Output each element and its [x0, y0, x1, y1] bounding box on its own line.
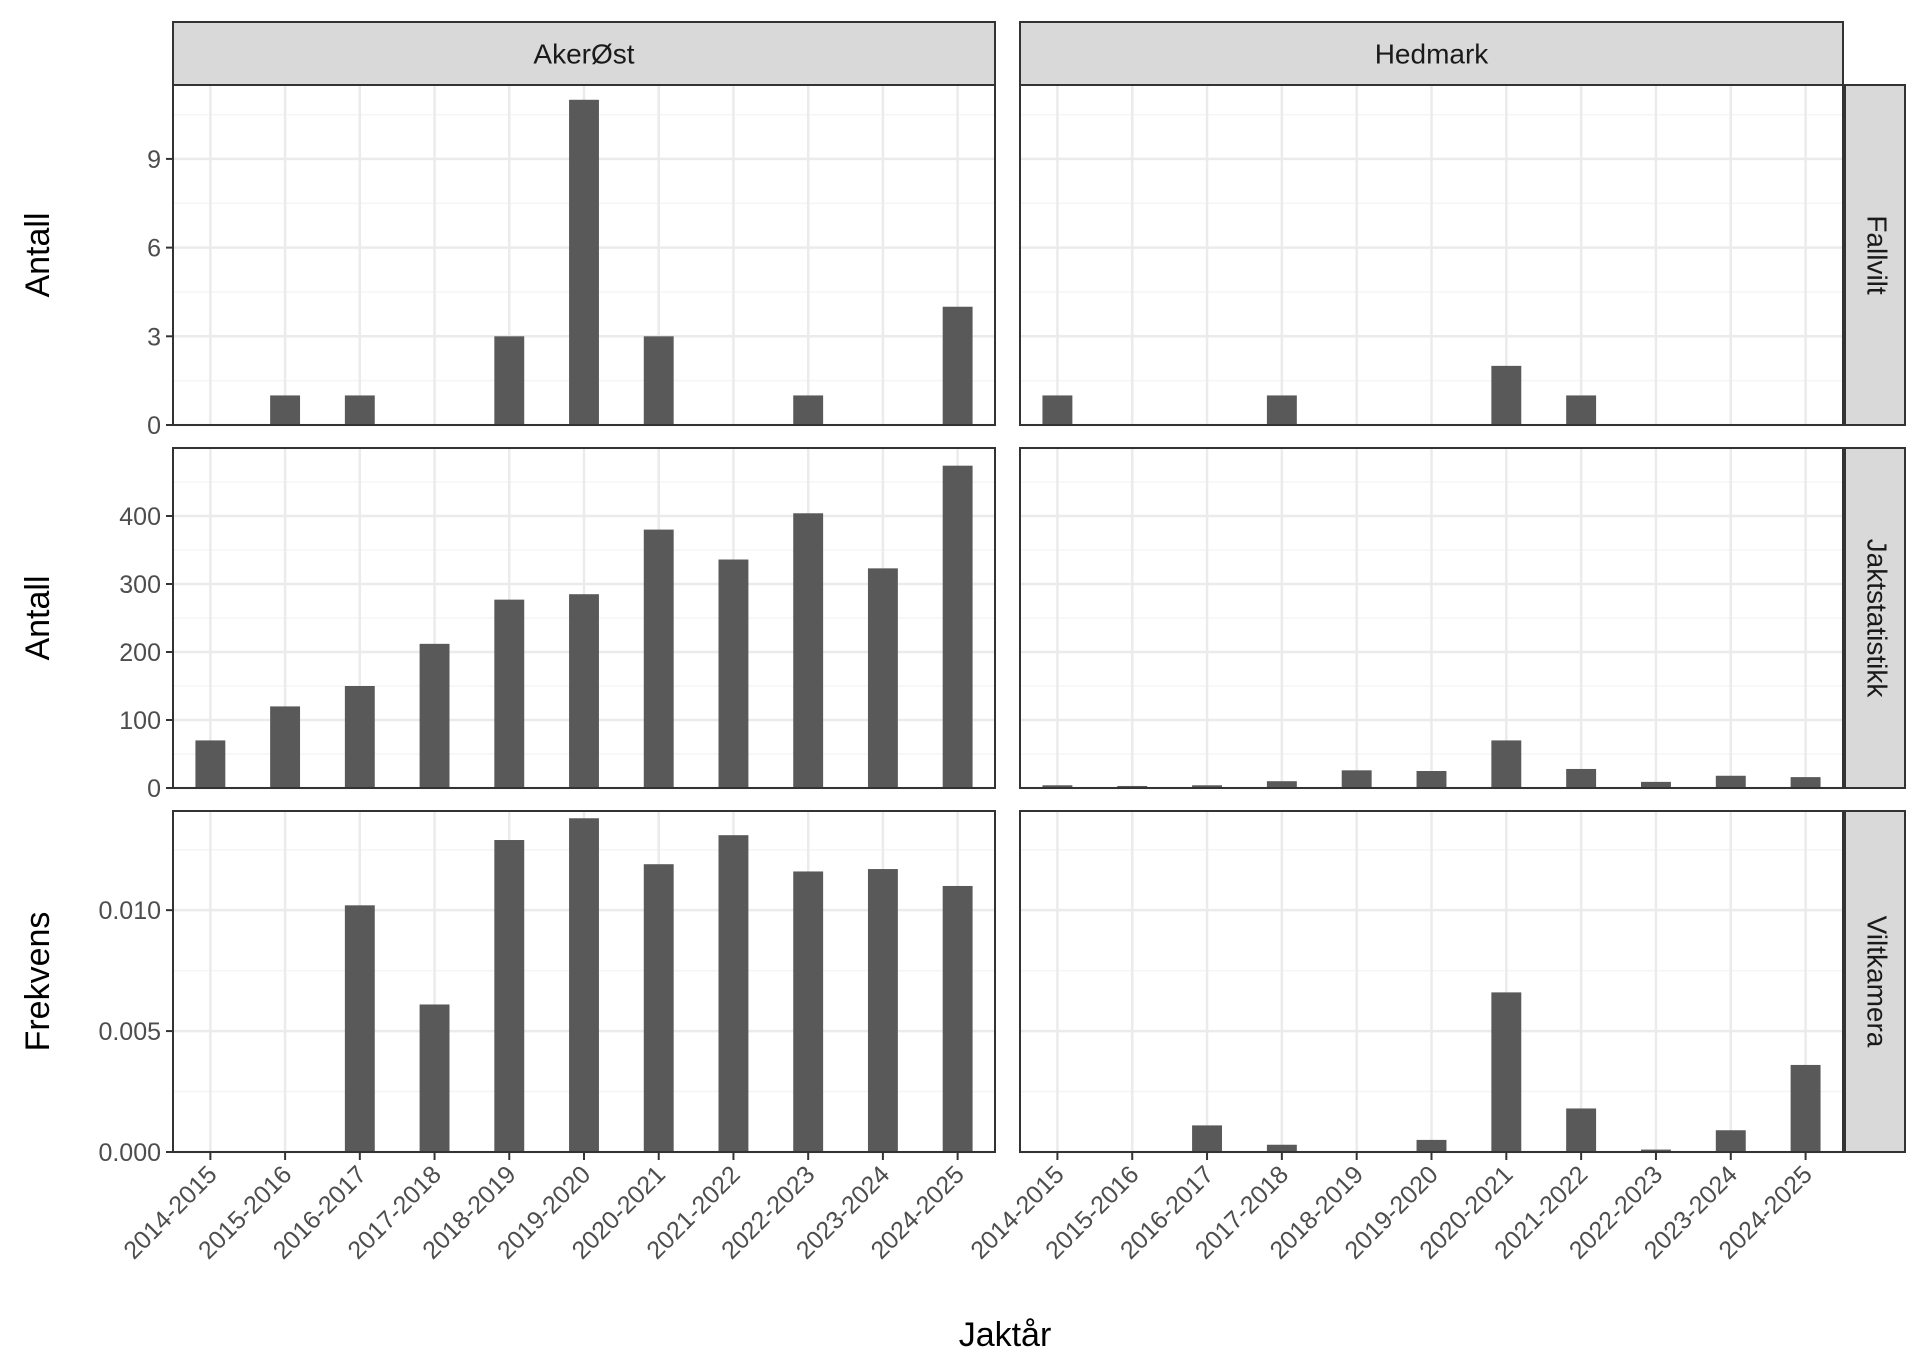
row-strip-2: [1844, 810, 1906, 1153]
row-strip-label-2: Viltkamera: [1862, 916, 1893, 1048]
panel-1-0: [172, 447, 996, 790]
bar-0-0-1: [270, 395, 301, 425]
y-tick-label-2-0: 0.000: [98, 1139, 161, 1167]
panels-layer: AkerØst Hedmark Fallvilt Antall 0 3 6 9 Jaktstat…: [19, 21, 1906, 1265]
bar-1-1-2: [1192, 785, 1223, 788]
bar-0-0-10: [942, 306, 973, 425]
bar-1-1-10: [1790, 777, 1821, 788]
y-tick-label-1-2: 200: [119, 639, 161, 667]
bar-1-1-0: [1042, 785, 1073, 788]
bar-0-0-2: [344, 395, 375, 425]
panel-2-0: [172, 810, 996, 1154]
bar-1-0-8: [793, 513, 824, 788]
y-axis-title-1: Antall: [19, 575, 57, 660]
y-tick-label-0-3: 9: [147, 146, 161, 174]
bar-1-1-6: [1491, 740, 1522, 788]
bar-0-0-8: [793, 395, 824, 425]
bar-2-1-6: [1491, 992, 1522, 1152]
bar-0-1-6: [1491, 365, 1522, 425]
bar-2-0-2: [344, 905, 375, 1152]
panel-0-1: [1019, 84, 1844, 427]
panel-1-1: [1019, 447, 1844, 790]
x-axis-title: Jaktår: [959, 1316, 1052, 1354]
bar-1-0-7: [718, 559, 749, 788]
bar-1-0-3: [419, 643, 450, 788]
bar-1-0-10: [942, 465, 973, 788]
bar-2-0-8: [793, 871, 824, 1152]
y-tick-label-1-1: 100: [119, 707, 161, 735]
bar-1-0-5: [569, 594, 599, 788]
panel-0-0: [172, 84, 996, 427]
bar-1-0-0: [195, 740, 226, 788]
bar-1-0-9: [867, 568, 898, 788]
y-tick-label-1-3: 300: [119, 571, 161, 599]
bar-2-1-9: [1715, 1130, 1746, 1152]
bar-2-0-7: [718, 835, 749, 1152]
bar-2-0-6: [643, 864, 674, 1152]
bar-0-0-5: [569, 99, 599, 426]
bar-2-1-5: [1416, 1139, 1447, 1152]
bar-0-0-6: [643, 336, 674, 425]
row-strip-0: [1844, 84, 1906, 426]
bar-0-0-4: [494, 336, 525, 425]
y-axis-title-0: Antall: [19, 212, 57, 297]
bar-2-0-5: [569, 818, 599, 1152]
bar-1-0-4: [494, 599, 525, 788]
bar-2-1-7: [1566, 1108, 1597, 1152]
y-tick-label-0-2: 6: [147, 235, 161, 263]
y-tick-label-1-0: 0: [147, 775, 161, 803]
col-strip-1: [1019, 21, 1844, 86]
bar-1-0-2: [344, 686, 375, 788]
bar-2-0-3: [419, 1004, 450, 1152]
bar-1-1-3: [1266, 781, 1297, 788]
bar-2-1-3: [1266, 1144, 1297, 1152]
bar-2-0-10: [942, 885, 973, 1152]
panel-2-1: [1019, 810, 1844, 1154]
bar-1-1-8: [1640, 781, 1671, 788]
bar-1-1-7: [1566, 768, 1597, 788]
bar-1-0-6: [643, 529, 674, 788]
y-tick-label-2-1: 0.005: [98, 1018, 161, 1046]
bar-1-1-1: [1117, 785, 1148, 788]
bar-2-0-9: [867, 869, 898, 1152]
y-tick-label-2-2: 0.010: [98, 897, 161, 925]
y-tick-label-1-4: 400: [119, 503, 161, 531]
col-strip-0: [172, 21, 996, 86]
bar-1-0-1: [270, 706, 301, 788]
panel-border-1-0: [172, 447, 996, 789]
bar-0-1-3: [1266, 395, 1297, 425]
panel-border-1-1: [1019, 447, 1844, 789]
row-strip-label-0: Fallvilt: [1862, 215, 1893, 295]
y-axis-title-2: Frekvens: [19, 912, 57, 1052]
panel-border-0-0: [172, 84, 996, 426]
bar-2-1-10: [1790, 1064, 1821, 1152]
bar-2-0-4: [494, 840, 525, 1152]
bar-1-1-9: [1715, 775, 1746, 788]
panel-border-0-1: [1019, 84, 1844, 426]
bar-2-1-2: [1192, 1125, 1223, 1152]
bar-0-1-7: [1566, 395, 1597, 425]
y-tick-label-0-0: 0: [147, 412, 161, 440]
col-strip-label-1: Hedmark: [1375, 39, 1490, 70]
bar-0-1-0: [1042, 395, 1073, 425]
bar-1-1-5: [1416, 771, 1447, 788]
y-tick-label-0-1: 3: [147, 323, 161, 351]
row-strip-label-1: Jaktstatistikk: [1862, 539, 1893, 699]
bar-1-1-4: [1341, 770, 1372, 788]
row-strip-1: [1844, 447, 1906, 789]
bar-2-1-8: [1640, 1149, 1671, 1152]
col-strip-label-0: AkerØst: [533, 39, 634, 70]
